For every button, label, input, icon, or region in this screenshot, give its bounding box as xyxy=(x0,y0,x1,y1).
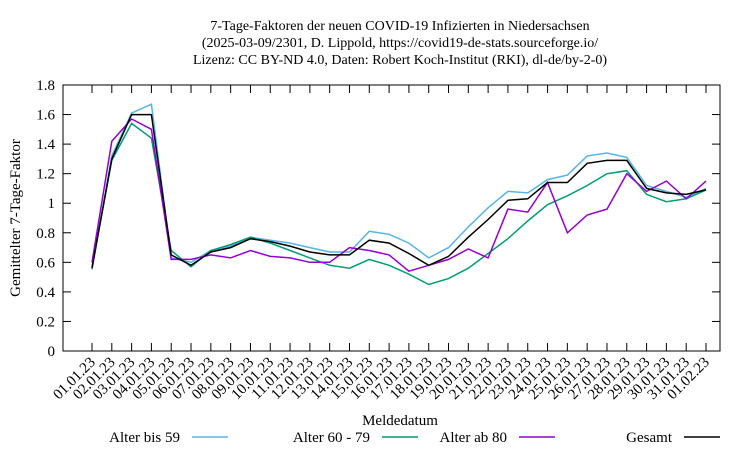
legend-label: Alter ab 80 xyxy=(440,430,507,446)
y-tick-label: 0.8 xyxy=(36,226,55,242)
legend-label: Gesamt xyxy=(626,430,673,446)
y-tick-label: 0.6 xyxy=(36,255,55,271)
series-line xyxy=(91,113,707,269)
chart-title: 7-Tage-Faktoren der neuen COVID-19 Infiz… xyxy=(210,19,589,34)
y-tick-label: 1 xyxy=(48,196,56,212)
y-tick-label: 1.6 xyxy=(36,108,55,124)
series-line xyxy=(91,103,707,270)
y-tick-label: 1.4 xyxy=(36,137,55,153)
y-tick-label: 0.4 xyxy=(36,285,55,301)
y-axis-label: Gemittelter 7-Tage-Faktor xyxy=(8,139,24,297)
y-tick-label: 1.2 xyxy=(36,167,55,183)
y-tick-label: 0.2 xyxy=(36,314,55,330)
y-tick-label: 1.8 xyxy=(36,78,55,94)
y-tick-label: 0 xyxy=(48,344,56,360)
legend-label: Alter 60 - 79 xyxy=(293,430,370,446)
series-line xyxy=(91,118,707,273)
chart-subtitle: (2025-03-09/2301, D. Lippold, https://co… xyxy=(202,36,598,51)
legend-label: Alter bis 59 xyxy=(109,430,180,446)
series-line xyxy=(91,122,707,286)
plot-border xyxy=(62,84,721,352)
x-axis-label: Meldedatum xyxy=(362,413,438,429)
chart-subtitle: Lizenz: CC BY-ND 4.0, Daten: Robert Koch… xyxy=(193,53,607,68)
